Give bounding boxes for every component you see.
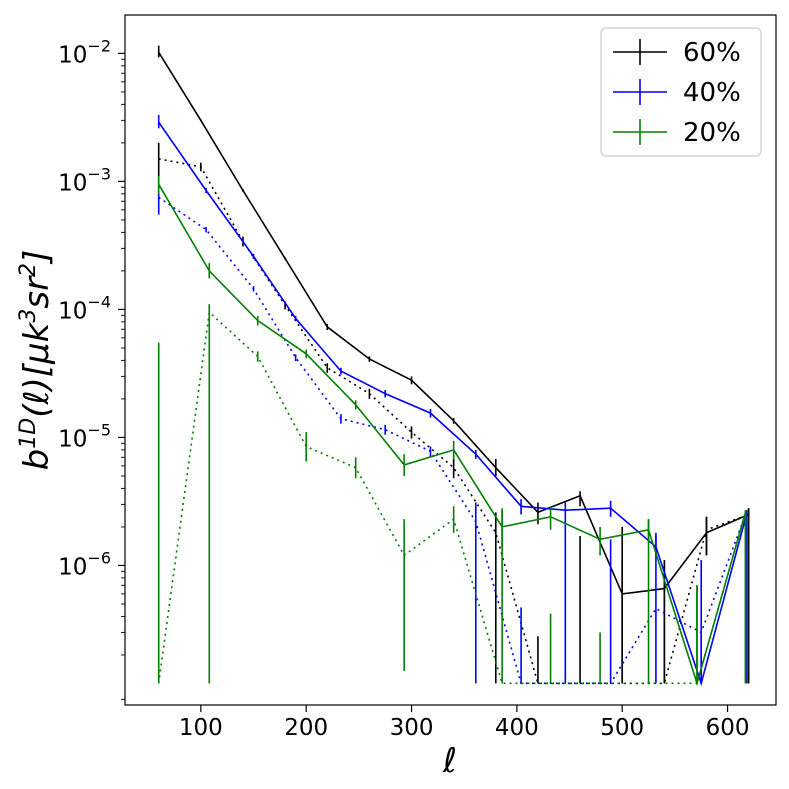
x-tick-label: 600 [706,715,750,741]
y-axis: 10−2 10−3 10−4 10−5 10−6 [58,36,125,700]
y-axis-label: b1D(ℓ)[μk3sr2] [16,250,57,471]
x-tick-label: 300 [390,715,434,741]
legend-entry: 60% [613,38,741,68]
legend-box [600,27,762,157]
series-layer [157,45,750,687]
legend-label: 40% [683,78,741,108]
x-tick-label: 100 [179,715,223,741]
y-tick-label: 10−3 [58,164,111,196]
legend-label: 20% [683,118,741,148]
x-axis: 100 200 300 400 500 600 [179,705,750,741]
legend: 60% 40% 20% [600,27,762,157]
y-tick-label: 10−2 [58,36,111,68]
legend-entry: 40% [613,78,741,108]
y-tick-label: 10−4 [58,292,111,324]
x-tick-label: 200 [284,715,328,741]
x-axis-label: ℓ [442,741,457,781]
y-tick-label: 10−5 [58,420,111,452]
legend-label: 60% [683,38,741,68]
series-20-dotted [157,304,747,685]
x-tick-label: 500 [600,715,644,741]
legend-entries: 60% 40% 20% [613,38,741,148]
legend-entry: 20% [613,118,741,148]
x-tick-label: 400 [495,715,539,741]
y-tick-label: 10−6 [58,548,111,580]
